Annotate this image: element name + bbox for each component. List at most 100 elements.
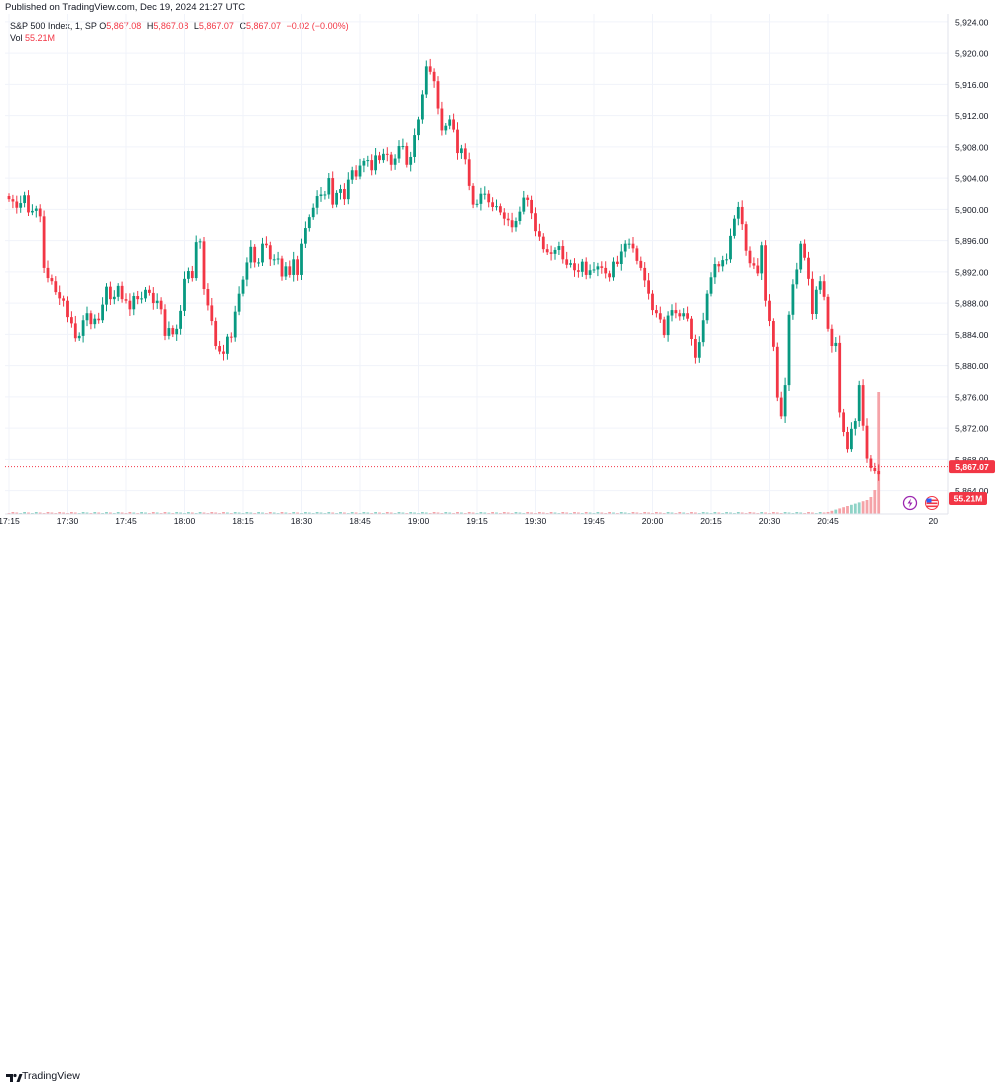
candle — [573, 258, 576, 277]
candle — [62, 295, 65, 307]
candle — [846, 426, 849, 453]
tradingview-brand[interactable]: TradingView — [22, 1070, 80, 1082]
candle-body — [187, 271, 190, 279]
price-tick-label: 5,908.00 — [955, 142, 989, 152]
symbol-name[interactable]: S&P 500 Index, 1, SP — [10, 21, 97, 31]
candle-body — [190, 271, 194, 279]
volume-bar — [167, 512, 171, 514]
candle-body — [475, 203, 479, 205]
candle-body — [729, 235, 732, 260]
time-axis: 17:15 17:30 17:45 18:00 18:15 18:30 18:45 19:00… — [0, 513, 948, 526]
volume-label[interactable]: Vol — [10, 33, 23, 43]
candle-body — [713, 264, 717, 278]
volume-bar — [128, 512, 132, 514]
price-tick-label: 5,912.00 — [955, 111, 989, 121]
volume-bar — [58, 512, 62, 514]
price-chart[interactable]: 5,924.00 5,920.00 5,916.00 5,912.00 5,908.00… — [0, 0, 1000, 534]
candle-body — [647, 280, 650, 294]
candle — [389, 151, 393, 171]
candle-body — [764, 245, 767, 301]
candle-body — [588, 270, 592, 275]
candle-body — [522, 197, 526, 212]
candle — [393, 154, 397, 170]
candle — [697, 336, 701, 363]
candle-body — [635, 248, 639, 261]
candle — [116, 283, 120, 302]
candle-body — [389, 154, 393, 165]
volume-bar — [62, 512, 65, 514]
volume-bar — [807, 512, 810, 514]
candle — [358, 158, 362, 180]
volume-bar — [85, 512, 89, 514]
volume-bar — [526, 512, 530, 514]
volume-bar — [588, 512, 592, 514]
candle-body — [452, 119, 455, 130]
candle — [733, 215, 736, 239]
candle-body — [814, 289, 818, 314]
candle — [748, 246, 752, 268]
candle — [198, 238, 202, 249]
volume-bar — [307, 512, 311, 514]
volume-bar — [81, 512, 85, 514]
candle-body — [538, 231, 541, 237]
candle — [128, 293, 132, 316]
volume-bar — [658, 512, 662, 514]
candle — [495, 199, 498, 211]
price-tags: 5,867.07 55.21M — [5, 460, 995, 511]
time-tick-label: 17:30 — [57, 516, 79, 526]
volume-bar — [701, 512, 705, 514]
candle — [190, 265, 194, 282]
candle — [670, 304, 674, 322]
candle-body — [109, 286, 112, 300]
open-value: 5,867.08 — [106, 21, 142, 31]
candle-body — [678, 313, 682, 317]
candle-body — [62, 298, 65, 301]
candle — [584, 257, 588, 280]
candle-body — [444, 125, 448, 131]
close-value: 5,867.07 — [245, 21, 282, 31]
candle-body — [744, 224, 748, 251]
candle-body — [7, 196, 11, 200]
candle — [448, 115, 452, 130]
volume-bar — [424, 512, 428, 514]
candle-body — [834, 342, 838, 347]
candle-body — [811, 278, 814, 314]
candle — [421, 90, 424, 124]
volume-legend: Vol 55.21M — [10, 33, 58, 43]
price-tick-label: 5,904.00 — [955, 174, 989, 184]
price-tick-label: 5,916.00 — [955, 80, 989, 90]
volume-bar — [752, 512, 756, 514]
candle — [261, 237, 264, 266]
us-flag-icon — [925, 496, 939, 510]
candle-body — [604, 267, 608, 274]
candle-body — [861, 385, 865, 426]
candle-body — [31, 210, 34, 213]
candle-body — [167, 328, 171, 336]
candle — [795, 262, 799, 289]
candle — [787, 311, 791, 391]
volume-bar — [861, 501, 865, 514]
volume-bar — [120, 512, 124, 514]
candle-body — [112, 296, 116, 300]
volume-bar — [850, 504, 853, 514]
candle — [187, 267, 190, 284]
candle-body — [417, 119, 420, 136]
candle-body — [101, 304, 104, 321]
candle-body — [717, 264, 721, 267]
candle-body — [19, 203, 23, 208]
candle — [869, 455, 873, 472]
candle — [167, 321, 171, 340]
volume-bar — [678, 512, 682, 514]
candle — [491, 197, 494, 212]
candle — [257, 258, 260, 267]
candle — [159, 297, 163, 315]
candle-body — [573, 263, 576, 271]
candle-body — [421, 94, 424, 120]
candle-body — [34, 208, 38, 211]
candle — [253, 244, 257, 268]
candle-body — [853, 421, 857, 429]
high-value: 5,867.08 — [153, 21, 189, 31]
candle — [245, 257, 249, 287]
candle — [120, 281, 124, 303]
volume-bar — [198, 512, 202, 514]
